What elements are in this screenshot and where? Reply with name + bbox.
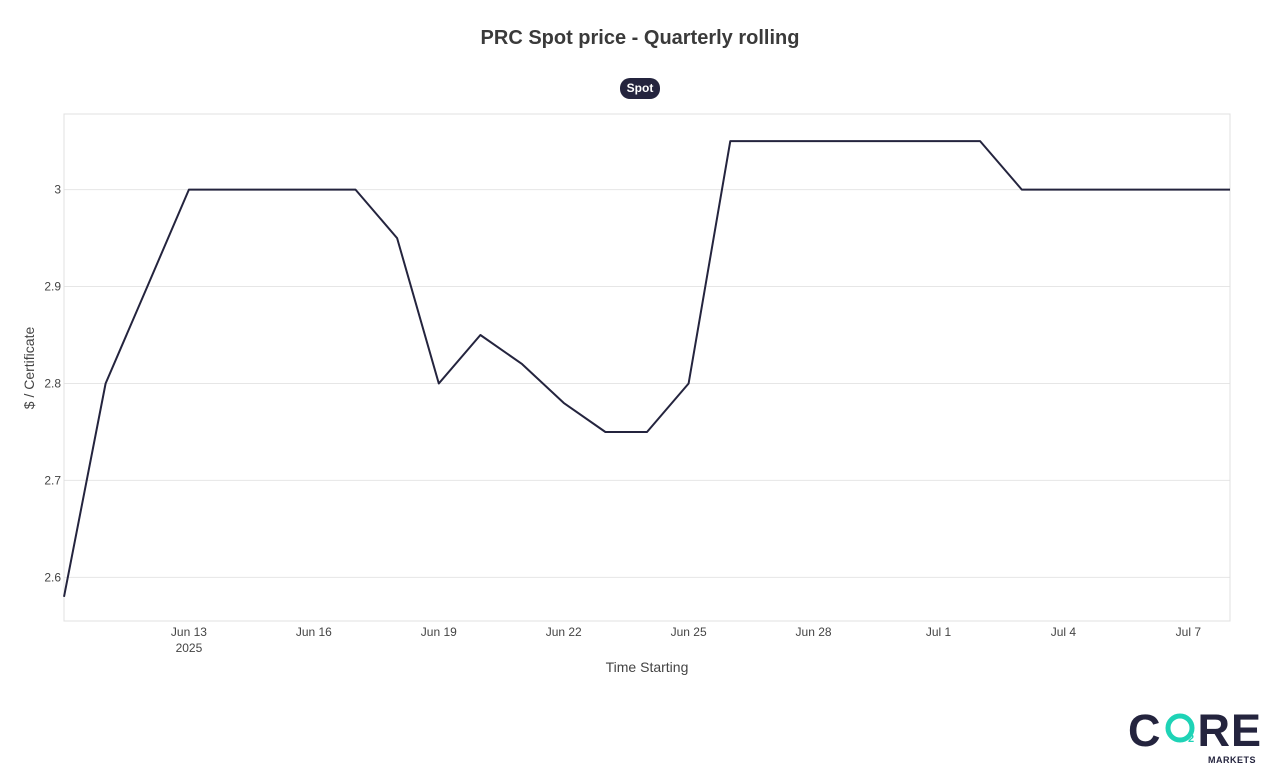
x-tick-label: Jun 22 — [546, 625, 582, 639]
logo-wordmark: CORE — [1128, 708, 1262, 753]
data-point[interactable] — [683, 377, 695, 389]
logo-o2-icon: 2 — [1165, 713, 1195, 744]
plot-frame — [63, 113, 1231, 622]
series-layer — [58, 135, 1236, 603]
data-point[interactable] — [808, 135, 820, 147]
svg-text:2: 2 — [1188, 733, 1194, 744]
data-point[interactable] — [350, 184, 362, 196]
x-axis-label: Time Starting — [606, 659, 689, 675]
data-point[interactable] — [766, 135, 778, 147]
data-point[interactable] — [266, 184, 278, 196]
data-point[interactable] — [933, 135, 945, 147]
x-tick-label: Jun 25 — [671, 625, 707, 639]
data-point[interactable] — [141, 281, 153, 293]
core-markets-logo: CORE 2 MARKETS — [1128, 708, 1261, 768]
data-point[interactable] — [1182, 184, 1194, 196]
data-point[interactable] — [641, 426, 653, 438]
x-tick-labels: Jun 13 2025 Jun 16 Jun 19 Jun 22 Jun 25 Jun 28… — [171, 625, 1201, 655]
data-point[interactable] — [100, 377, 112, 389]
data-point[interactable] — [516, 358, 528, 370]
data-point[interactable] — [974, 135, 986, 147]
x-tick-label: Jun 19 — [421, 625, 457, 639]
y-axis-label: $ / Certificate — [21, 327, 37, 410]
data-point[interactable] — [308, 184, 320, 196]
legend-item-spot[interactable]: Spot — [619, 78, 661, 99]
data-point[interactable] — [599, 426, 611, 438]
y-tick-label: 2.9 — [44, 280, 61, 294]
data-point[interactable] — [891, 135, 903, 147]
data-point[interactable] — [724, 135, 736, 147]
series-line-spot[interactable] — [63, 140, 1230, 597]
y-tick-label: 2.6 — [44, 570, 61, 584]
chart-title: PRC Spot price - Quarterly rolling — [480, 27, 800, 49]
x-tick-sublabel: 2025 — [176, 641, 203, 655]
data-point[interactable] — [1016, 184, 1028, 196]
data-point[interactable] — [474, 329, 486, 341]
grid-lines — [64, 189, 1230, 578]
x-tick-label: Jul 4 — [1051, 625, 1077, 639]
data-point[interactable] — [58, 591, 70, 603]
data-point[interactable] — [433, 377, 445, 389]
data-point[interactable] — [183, 184, 195, 196]
y-tick-label: 3 — [54, 183, 61, 197]
x-tick-label: Jun 16 — [296, 625, 332, 639]
logo-letters: CORE — [1128, 705, 1263, 756]
data-point[interactable] — [391, 232, 403, 244]
y-tick-label: 2.7 — [44, 473, 61, 487]
x-tick-label: Jul 7 — [1176, 625, 1202, 639]
y-tick-label: 2.8 — [44, 376, 61, 390]
data-point[interactable] — [1099, 184, 1111, 196]
y-tick-labels: 2.6 2.7 2.8 2.9 3 — [44, 183, 61, 585]
legend: Spot — [0, 78, 1280, 99]
data-point[interactable] — [849, 135, 861, 147]
logo-subtitle: MARKETS — [1208, 755, 1256, 765]
data-point[interactable] — [1224, 184, 1236, 196]
data-point[interactable] — [558, 397, 570, 409]
data-point[interactable] — [225, 184, 237, 196]
x-tick-label: Jun 13 — [171, 625, 207, 639]
data-point[interactable] — [1141, 184, 1153, 196]
x-tick-label: Jul 1 — [926, 625, 952, 639]
data-point[interactable] — [1057, 184, 1069, 196]
x-tick-label: Jun 28 — [796, 625, 832, 639]
